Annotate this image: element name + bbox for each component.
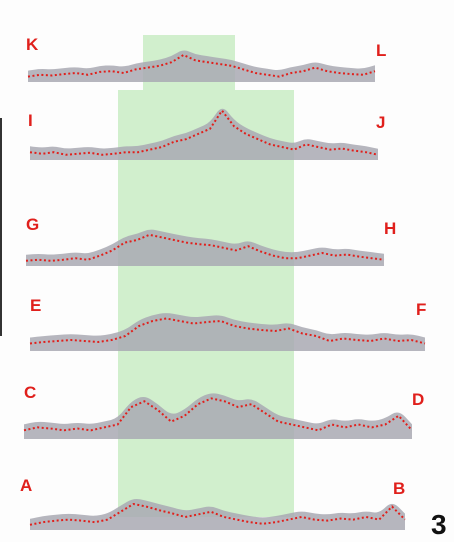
- profile-area-k-l: [28, 50, 375, 82]
- label-c: C: [24, 383, 37, 402]
- profile-area-i-j: [30, 108, 378, 160]
- profiles-layer: [23, 50, 426, 530]
- left-edge-bar: [0, 118, 2, 336]
- profile-trace-a-b: [29, 502, 406, 526]
- label-b: B: [393, 479, 406, 498]
- label-g: G: [26, 215, 40, 234]
- profile-trace-e-f: [29, 317, 426, 345]
- label-f: F: [416, 300, 427, 319]
- label-e: E: [30, 296, 42, 315]
- label-h: H: [384, 219, 397, 238]
- profile-trace-i-j: [29, 108, 379, 156]
- highlight-band-main: [118, 90, 294, 517]
- profile-area-e-f: [30, 313, 425, 351]
- label-d: D: [412, 390, 425, 409]
- figure-number: 3: [431, 509, 447, 540]
- profile-trace-g-h: [25, 233, 385, 262]
- profile-area-c-d: [24, 393, 412, 439]
- label-l: L: [376, 41, 387, 60]
- profile-trace-k-l: [27, 53, 376, 78]
- label-j: J: [376, 113, 386, 132]
- label-i: I: [28, 111, 33, 130]
- label-a: A: [20, 476, 33, 495]
- profile-area-g-h: [26, 229, 384, 266]
- label-k: K: [26, 35, 39, 54]
